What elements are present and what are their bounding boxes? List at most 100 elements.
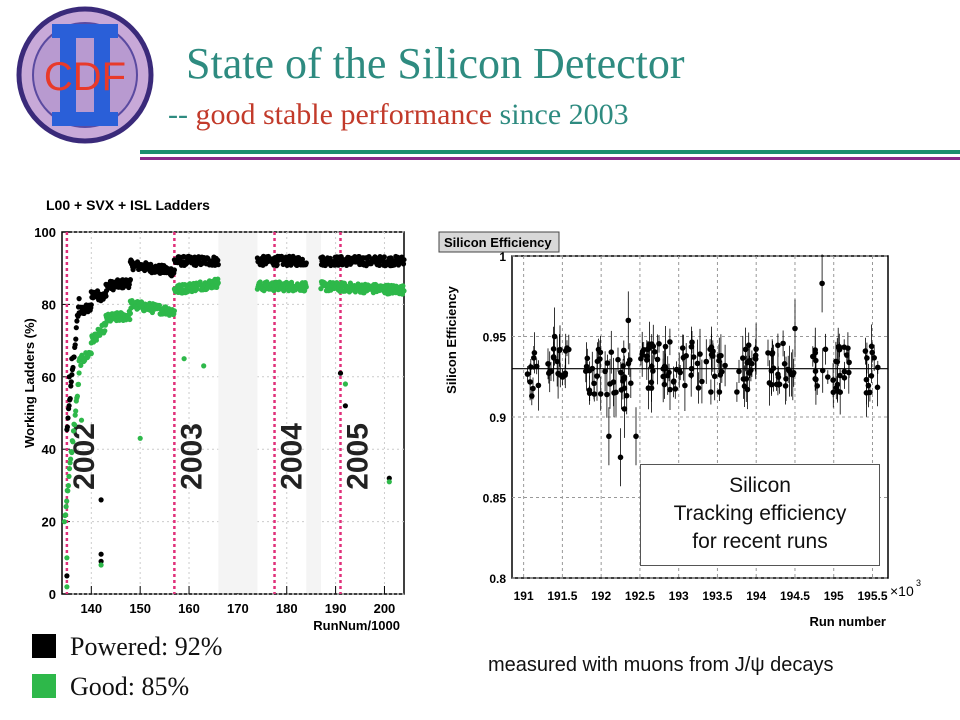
data-point bbox=[773, 381, 780, 388]
data-point bbox=[557, 346, 563, 353]
x-tick-label: 192 bbox=[591, 589, 611, 603]
year-marker-label: 2002 bbox=[68, 423, 101, 490]
data-point bbox=[862, 348, 869, 354]
data-point bbox=[703, 358, 710, 365]
data-point bbox=[606, 433, 612, 440]
data-point bbox=[819, 367, 826, 374]
x-tick-label: 193 bbox=[669, 589, 689, 603]
data-point-good bbox=[215, 280, 221, 286]
data-point bbox=[680, 354, 687, 361]
chart-title: Silicon Efficiency bbox=[444, 235, 552, 250]
data-point-good bbox=[64, 555, 70, 561]
data-point bbox=[825, 374, 831, 380]
data-point bbox=[667, 386, 673, 393]
data-point-good bbox=[342, 381, 348, 387]
y-axis-label: Working Ladders (%) bbox=[22, 318, 37, 448]
data-point bbox=[610, 379, 617, 385]
data-point bbox=[740, 355, 746, 361]
data-point-powered bbox=[381, 254, 387, 260]
subtitle-dash: -- bbox=[168, 98, 188, 131]
data-point bbox=[874, 384, 881, 391]
divider-green bbox=[140, 150, 960, 154]
data-point-powered bbox=[386, 475, 392, 481]
y-tick-label: 0 bbox=[49, 587, 56, 602]
data-point bbox=[625, 317, 632, 324]
data-point-good bbox=[65, 488, 71, 494]
data-point-good bbox=[78, 417, 85, 423]
data-point bbox=[781, 361, 788, 367]
data-point-good bbox=[171, 308, 177, 314]
data-point bbox=[621, 406, 628, 412]
x-tick-label: 200 bbox=[374, 601, 396, 616]
data-point-good bbox=[73, 408, 79, 414]
data-point bbox=[836, 344, 843, 350]
x-axis-multiplier: ×10 bbox=[890, 583, 914, 599]
data-point bbox=[535, 382, 542, 389]
data-gap bbox=[306, 233, 321, 593]
data-point bbox=[670, 379, 677, 385]
subtitle-highlight: good stable performance bbox=[195, 98, 493, 131]
data-point bbox=[775, 342, 781, 349]
data-point bbox=[810, 353, 816, 360]
y-tick-label: 20 bbox=[42, 515, 56, 530]
data-point-good bbox=[61, 519, 67, 525]
data-point bbox=[741, 383, 748, 389]
data-point-powered bbox=[98, 497, 104, 503]
data-point bbox=[591, 391, 598, 397]
data-point bbox=[689, 339, 695, 345]
note-line-2: Tracking efficiency bbox=[673, 502, 847, 525]
x-axis-label: RunNum/1000 bbox=[313, 618, 400, 633]
x-tick-label: 194 bbox=[746, 589, 766, 603]
data-point bbox=[662, 343, 669, 350]
data-point-powered bbox=[64, 573, 70, 579]
data-point bbox=[621, 347, 627, 354]
year-marker-label: 2005 bbox=[341, 423, 374, 490]
data-point-good bbox=[156, 302, 163, 309]
legend-powered: Powered: 92% bbox=[32, 632, 222, 662]
data-point-good bbox=[88, 351, 94, 357]
data-point bbox=[785, 366, 791, 373]
data-point bbox=[695, 385, 702, 391]
data-point-powered bbox=[73, 336, 79, 342]
data-point bbox=[734, 389, 740, 395]
data-point-powered bbox=[337, 370, 344, 376]
data-point bbox=[548, 368, 554, 375]
data-point bbox=[527, 379, 533, 385]
data-point-good bbox=[70, 428, 77, 434]
data-point bbox=[597, 391, 604, 397]
data-point-powered bbox=[215, 262, 221, 268]
chart-title: L00 + SVX + ISL Ladders bbox=[46, 197, 210, 213]
data-point bbox=[604, 391, 610, 398]
x-tick-label: 195 bbox=[824, 589, 844, 603]
data-point-powered bbox=[72, 342, 78, 348]
data-point bbox=[752, 355, 759, 362]
y-tick-label: 40 bbox=[42, 442, 56, 457]
x-tick-label: 193.5 bbox=[702, 589, 732, 603]
data-point-powered bbox=[215, 257, 221, 263]
x-axis-label: Run number bbox=[809, 614, 886, 629]
data-point-good bbox=[66, 473, 72, 479]
y-tick-label: 0.85 bbox=[483, 492, 507, 506]
data-point bbox=[667, 339, 673, 345]
data-point bbox=[682, 382, 688, 389]
data-point-good bbox=[137, 435, 143, 441]
data-point bbox=[837, 389, 843, 395]
data-point bbox=[650, 368, 656, 374]
data-point-good bbox=[215, 276, 221, 282]
data-point bbox=[746, 357, 753, 364]
data-point bbox=[648, 341, 655, 347]
data-point bbox=[625, 360, 632, 367]
data-point bbox=[792, 325, 798, 332]
data-point-powered bbox=[376, 262, 382, 268]
data-point bbox=[722, 362, 728, 369]
data-point bbox=[875, 364, 881, 371]
data-point bbox=[830, 389, 837, 396]
data-point-powered bbox=[73, 325, 79, 331]
data-point bbox=[775, 371, 781, 378]
data-point-good bbox=[98, 562, 104, 568]
data-point bbox=[530, 385, 536, 392]
data-point-good bbox=[127, 316, 133, 323]
data-point bbox=[564, 345, 570, 351]
data-point bbox=[716, 357, 722, 364]
data-point bbox=[555, 370, 561, 377]
